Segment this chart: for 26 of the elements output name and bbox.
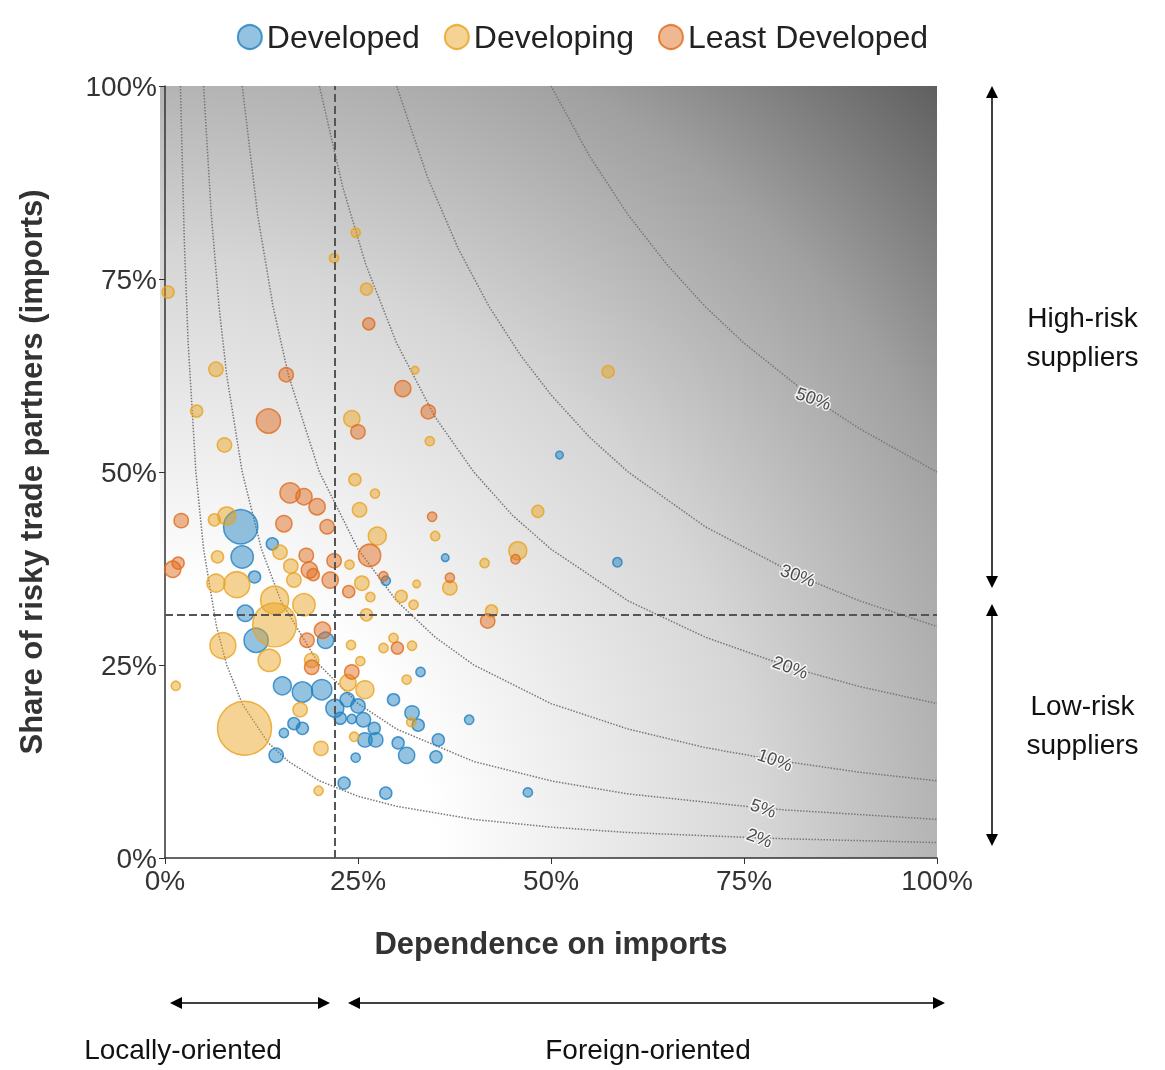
x-tick-label: 25% [329, 864, 387, 896]
annotation: 5% [747, 794, 779, 823]
line-series [550, 85, 938, 473]
y-tick-label: 50% [100, 456, 157, 488]
legend-label: Developed [266, 19, 420, 55]
y-axis-title: Share of risky trade partners (imports) [14, 189, 49, 755]
x-axis-title: Dependence on imports [374, 926, 728, 961]
text: High-risk suppliers [1025, 301, 1140, 375]
annotation: 50% [793, 383, 834, 415]
annotation: 30% [777, 559, 819, 591]
x-tick-label: 50% [522, 864, 580, 896]
text: Foreign-oriented [544, 1033, 752, 1067]
x-tick-label: 100% [901, 864, 973, 896]
y-tick-label: 100% [85, 70, 157, 102]
y-tick-label: 75% [100, 263, 157, 295]
annotation: 10% [754, 744, 796, 776]
text: Low-risk suppliers [1025, 689, 1140, 763]
legend-label: Least Developed [687, 19, 929, 55]
x-tick-label: 75% [715, 864, 773, 896]
legend-label: Developing [473, 19, 634, 55]
text: Locally-oriented [83, 1033, 283, 1067]
annotation: 2% [743, 824, 776, 852]
annotation: 20% [769, 651, 811, 683]
line-series [395, 85, 938, 628]
line-series [318, 85, 938, 705]
y-tick-label: 25% [100, 649, 157, 681]
